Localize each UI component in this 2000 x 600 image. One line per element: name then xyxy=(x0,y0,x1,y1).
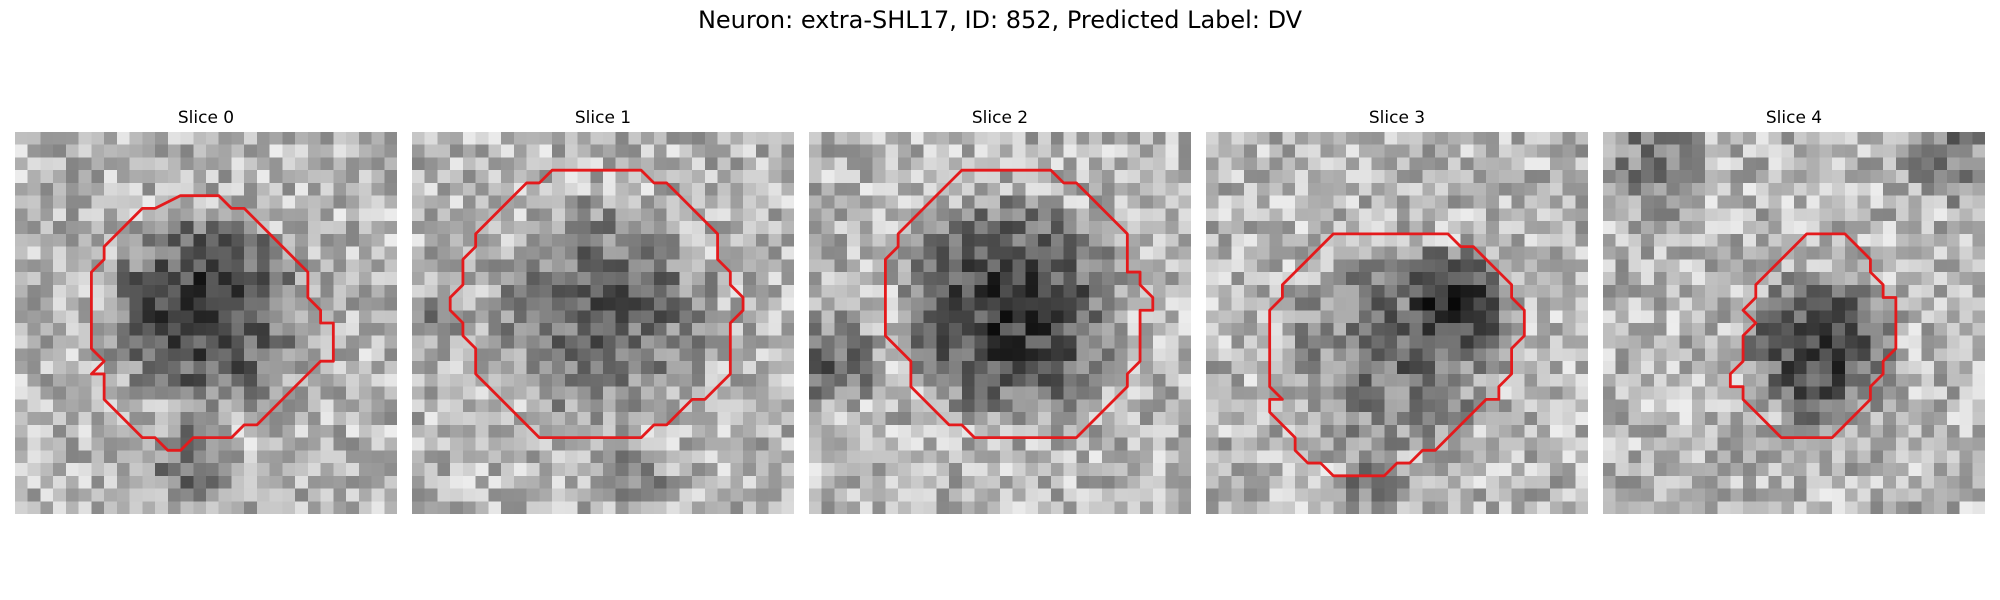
segmentation-contour xyxy=(89,194,335,452)
pixel-grid xyxy=(1603,132,1985,514)
segmentation-contour xyxy=(448,168,745,440)
slice-image xyxy=(809,132,1191,514)
pixel-grid xyxy=(809,132,1191,514)
slice-title: Slice 1 xyxy=(574,108,632,128)
slice-title: Slice 3 xyxy=(1368,108,1426,128)
slice-title: Slice 4 xyxy=(1765,108,1823,128)
slice-image xyxy=(1206,132,1588,514)
slice-image xyxy=(1603,132,1985,514)
pixel-grid xyxy=(15,132,397,514)
segmentation-contour xyxy=(883,168,1155,440)
segmentation-contour xyxy=(1268,232,1526,478)
pixel-grid xyxy=(412,132,794,514)
slice-image xyxy=(412,132,794,514)
pixel-grid xyxy=(1206,132,1588,514)
slice-title: Slice 0 xyxy=(177,108,235,128)
segmentation-contour xyxy=(1728,232,1898,440)
slice-title: Slice 2 xyxy=(971,108,1029,128)
figure-title: Neuron: extra-SHL17, ID: 852, Predicted … xyxy=(697,6,1303,34)
slice-image xyxy=(15,132,397,514)
